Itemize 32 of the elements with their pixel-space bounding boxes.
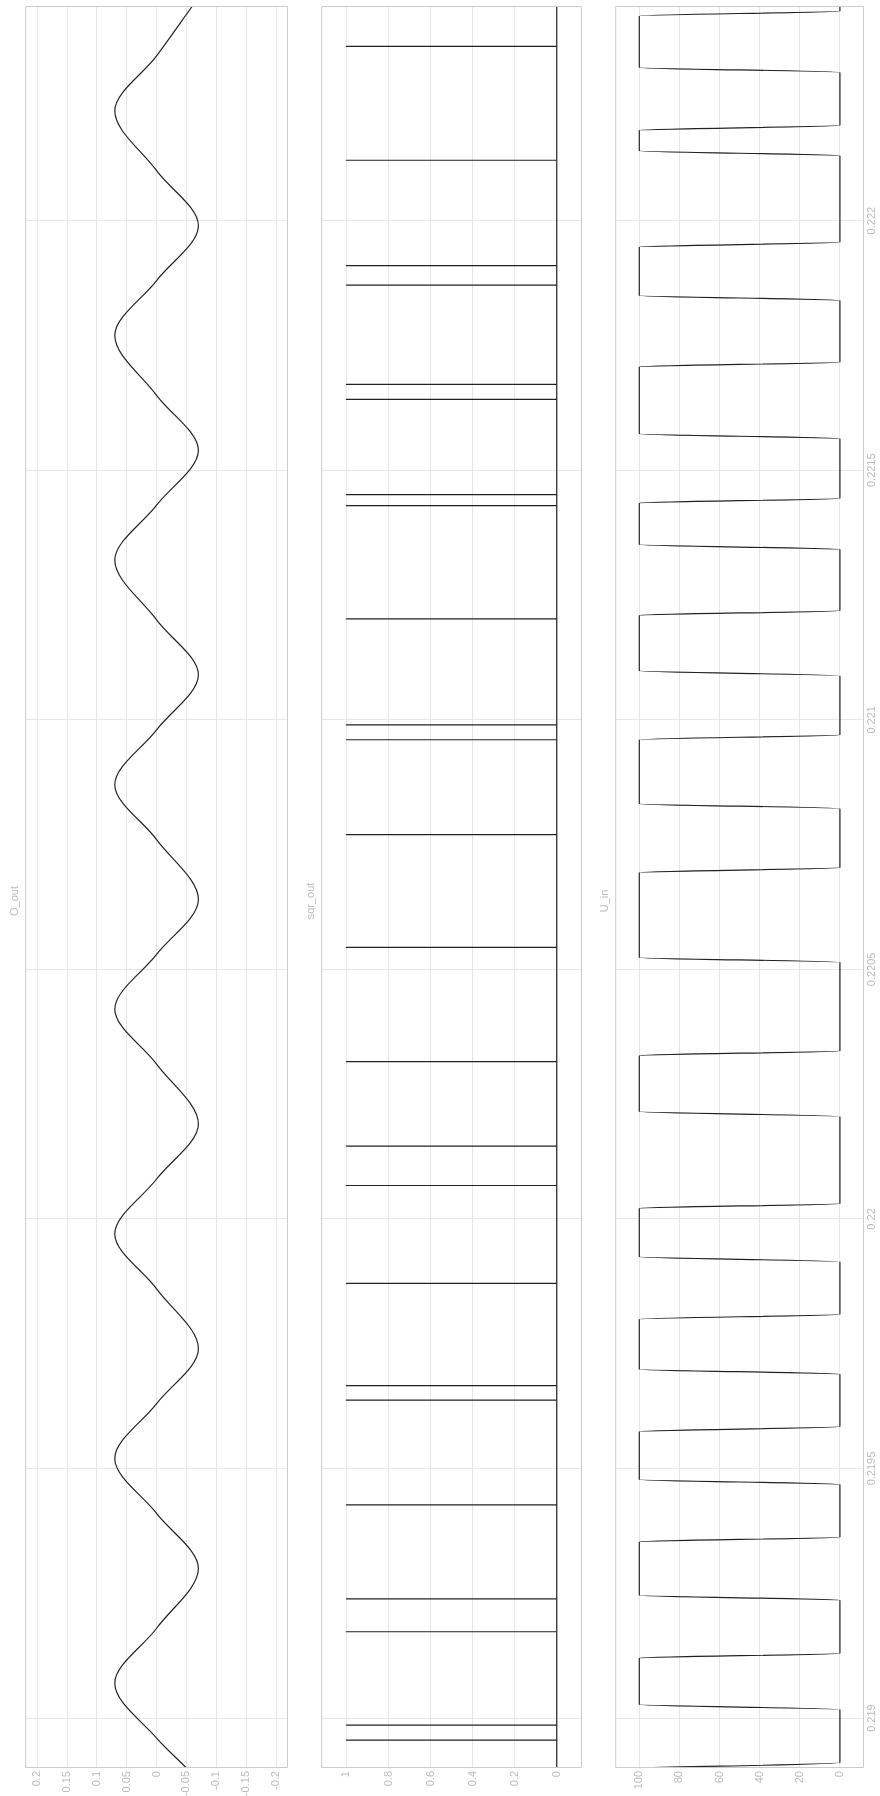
x-tick-label: 0.15 bbox=[60, 1771, 73, 1793]
text: U_in bbox=[597, 889, 610, 913]
x-tick-label: 0.05 bbox=[119, 1771, 132, 1793]
y-tick-label: 0.2205 bbox=[865, 952, 878, 987]
x-tick-label: -0.2 bbox=[269, 1771, 282, 1790]
y-tick-label: 0.2215 bbox=[865, 453, 878, 488]
x-tick-label: 0.2 bbox=[30, 1771, 43, 1787]
text: O_out bbox=[7, 886, 20, 916]
x-tick-label: 100 bbox=[632, 1771, 645, 1790]
text: sqr_out bbox=[303, 882, 316, 920]
x-tick-label: 0.8 bbox=[381, 1771, 394, 1787]
x-tick-label: 0 bbox=[149, 1771, 162, 1778]
y-tick-label: 0.219 bbox=[865, 1704, 878, 1732]
y-tick-label: 0.221 bbox=[865, 706, 878, 734]
x-tick-label: 80 bbox=[672, 1771, 685, 1784]
x-tick-label: 0 bbox=[832, 1771, 845, 1778]
x-tick-label: -0.15 bbox=[239, 1771, 252, 1796]
x-tick-label: 0 bbox=[549, 1771, 562, 1778]
x-tick-label: -0.05 bbox=[179, 1771, 192, 1796]
x-tick-label: -0.1 bbox=[209, 1771, 222, 1790]
x-tick-label: 0.2 bbox=[507, 1771, 520, 1787]
line-series bbox=[638, 6, 841, 1768]
x-tick-label: 0.1 bbox=[89, 1771, 102, 1787]
x-tick-label: 20 bbox=[792, 1771, 805, 1784]
y-tick-label: 0.22 bbox=[865, 1208, 878, 1230]
x-tick-label: 0.4 bbox=[465, 1771, 478, 1787]
x-tick-label: 40 bbox=[752, 1771, 765, 1784]
x-tick-label: 60 bbox=[712, 1771, 725, 1784]
y-tick-label: 0.222 bbox=[865, 206, 878, 235]
x-tick-label: 1 bbox=[339, 1771, 352, 1778]
x-tick-label: 0.6 bbox=[423, 1771, 436, 1787]
y-tick-label: 0.2195 bbox=[865, 1451, 878, 1486]
